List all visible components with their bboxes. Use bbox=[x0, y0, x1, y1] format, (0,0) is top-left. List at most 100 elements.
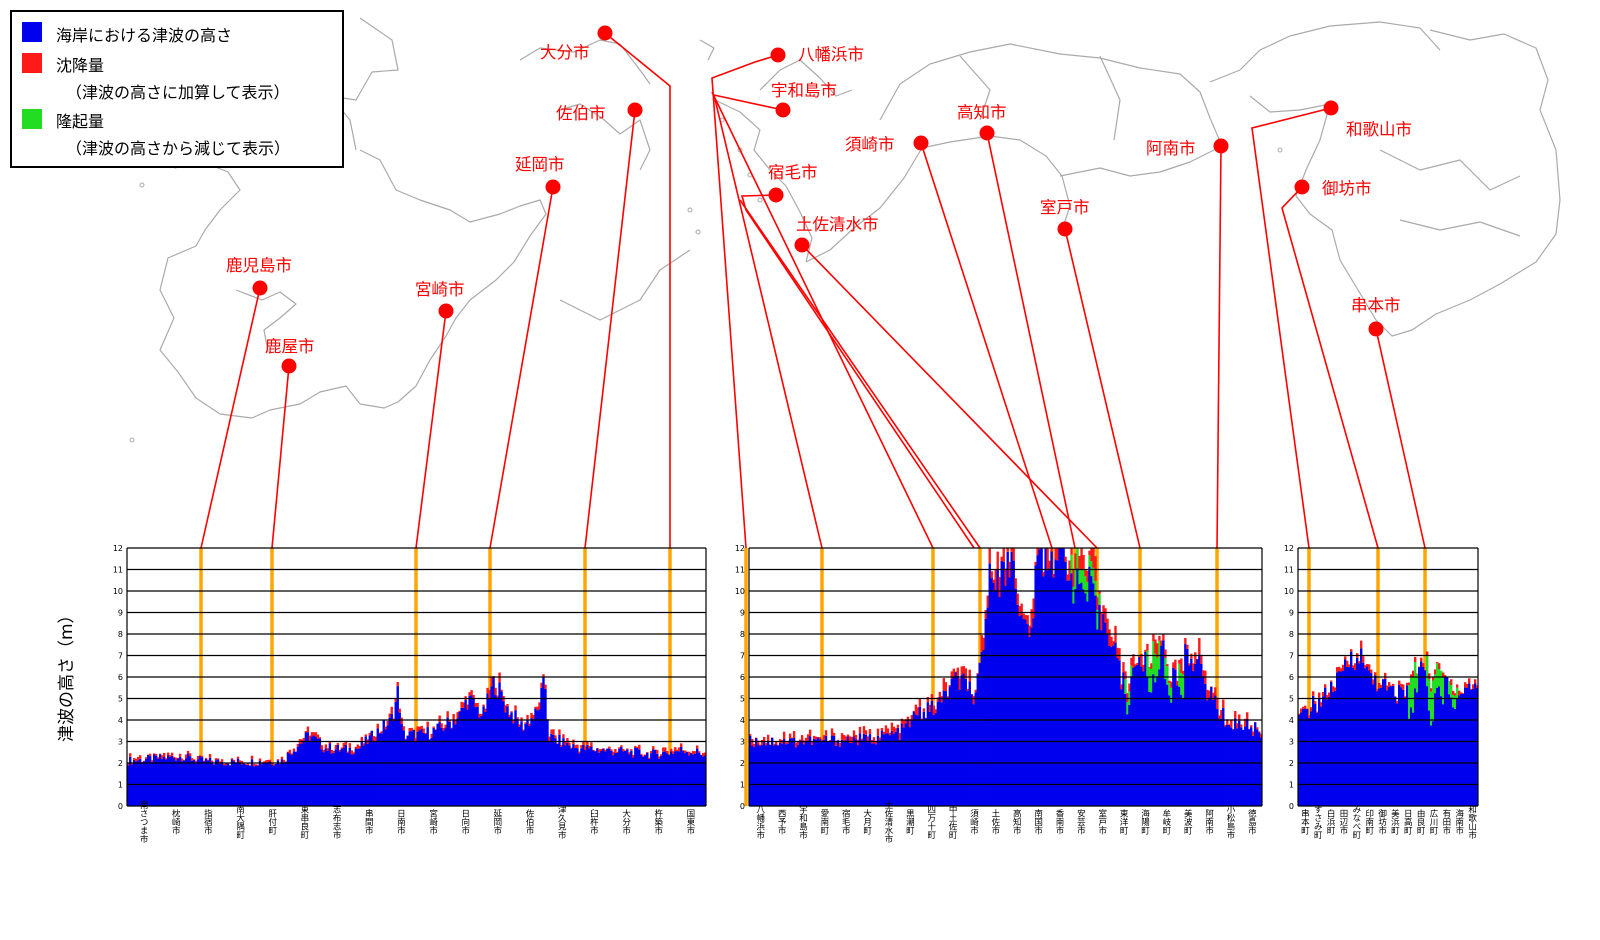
bar-subsidence bbox=[530, 712, 533, 719]
bar-subsidence bbox=[1400, 683, 1403, 688]
bar-subsidence bbox=[674, 747, 677, 752]
bar-height bbox=[644, 755, 647, 806]
municipality-label: 四万十町 bbox=[926, 805, 936, 839]
bar-subsidence bbox=[1228, 724, 1231, 726]
bar-subsidence bbox=[1456, 684, 1459, 688]
bar-uplift bbox=[1410, 677, 1413, 708]
bar-uplift bbox=[1156, 657, 1159, 678]
coastline-7 bbox=[519, 39, 651, 85]
legend-swatch-uplift bbox=[22, 109, 42, 129]
bar-height bbox=[1476, 687, 1479, 806]
bar-height bbox=[998, 596, 1001, 806]
bar-subsidence bbox=[1236, 723, 1239, 729]
bar-subsidence bbox=[1198, 637, 1201, 655]
bar-subsidence bbox=[442, 728, 445, 731]
bar-height bbox=[818, 739, 822, 806]
bar-subsidence bbox=[380, 731, 383, 734]
bar-height bbox=[1094, 595, 1097, 806]
bar-height bbox=[760, 744, 764, 806]
bar-subsidence bbox=[676, 749, 679, 752]
y-tick-label: 9 bbox=[118, 609, 123, 618]
bar-subsidence bbox=[792, 731, 796, 738]
municipality-label: 南さつま市 bbox=[138, 800, 148, 844]
bar-uplift bbox=[1432, 680, 1435, 722]
municipality-label: 肝付町 bbox=[267, 809, 277, 835]
bar-height bbox=[928, 712, 932, 806]
bar-subsidence bbox=[408, 728, 411, 732]
bar-subsidence bbox=[1342, 664, 1345, 671]
bar-height bbox=[1098, 604, 1101, 806]
bar-height bbox=[270, 764, 274, 806]
bar-height bbox=[624, 750, 627, 806]
bar-subsidence bbox=[360, 736, 363, 742]
bar-height bbox=[286, 752, 290, 806]
bar-height bbox=[1182, 698, 1185, 806]
bar-height bbox=[1422, 666, 1425, 806]
bar-uplift bbox=[1450, 685, 1453, 698]
bar-height bbox=[904, 723, 908, 806]
bar-subsidence bbox=[1074, 553, 1077, 569]
bar-height bbox=[1108, 646, 1111, 806]
y-tick-label: 2 bbox=[1289, 759, 1294, 768]
bar-subsidence bbox=[1024, 614, 1027, 620]
bar-height bbox=[412, 729, 415, 806]
bar-subsidence bbox=[346, 751, 350, 753]
bar-height bbox=[1064, 561, 1067, 806]
bar-height bbox=[882, 734, 886, 806]
bar-subsidence bbox=[296, 743, 300, 747]
bar-height bbox=[1332, 691, 1335, 806]
bar-subsidence bbox=[832, 732, 836, 736]
bar-height bbox=[704, 755, 707, 806]
bar-subsidence bbox=[880, 727, 884, 731]
bar-height bbox=[564, 745, 567, 806]
bar-height bbox=[1206, 700, 1209, 806]
bar-subsidence bbox=[1206, 689, 1209, 701]
bar-height bbox=[164, 759, 168, 806]
bar-subsidence bbox=[232, 759, 236, 762]
bar-subsidence bbox=[338, 749, 342, 752]
bar-subsidence bbox=[434, 729, 437, 731]
bar-height bbox=[696, 748, 699, 806]
bar-subsidence bbox=[1202, 670, 1205, 677]
bar-height bbox=[610, 750, 613, 806]
bar-subsidence bbox=[616, 751, 619, 753]
bar-height bbox=[310, 736, 314, 806]
bar-height bbox=[178, 756, 182, 806]
bar-height bbox=[840, 739, 844, 806]
bar-height bbox=[602, 748, 605, 806]
bar-subsidence bbox=[862, 726, 866, 734]
municipality-label: 日向市 bbox=[460, 809, 470, 835]
bar-subsidence bbox=[1350, 649, 1353, 652]
bar-subsidence bbox=[1464, 682, 1467, 688]
bar-subsidence bbox=[1406, 682, 1409, 686]
bar-subsidence bbox=[220, 759, 224, 762]
bar-height bbox=[1158, 669, 1161, 806]
bar-subsidence bbox=[1386, 685, 1389, 691]
bar-subsidence bbox=[390, 706, 393, 714]
bar-height bbox=[1176, 685, 1179, 806]
callout-line bbox=[1216, 145, 1222, 549]
coastline-map bbox=[109, 17, 1561, 443]
bar-subsidence bbox=[662, 747, 665, 752]
bar-height bbox=[670, 751, 673, 806]
bar-height bbox=[1320, 706, 1323, 806]
bar-height bbox=[1154, 682, 1157, 806]
bar-uplift bbox=[1080, 570, 1083, 583]
bar-height bbox=[932, 715, 936, 806]
bar-subsidence bbox=[1332, 686, 1335, 692]
city-label: 鹿屋市 bbox=[265, 337, 315, 356]
bar-subsidence bbox=[174, 757, 178, 761]
bar-height bbox=[762, 742, 766, 806]
bar-height bbox=[246, 764, 250, 806]
bar-height bbox=[368, 735, 371, 806]
bar-subsidence bbox=[1340, 668, 1343, 672]
bar-subsidence bbox=[1144, 649, 1147, 652]
bar-subsidence bbox=[1180, 658, 1183, 673]
bar-subsidence bbox=[990, 571, 993, 579]
y-tick-label: 12 bbox=[1284, 544, 1294, 553]
bar-subsidence bbox=[1054, 548, 1057, 560]
bar-subsidence bbox=[996, 551, 999, 570]
bar-subsidence bbox=[1256, 727, 1259, 730]
bar-height bbox=[894, 731, 898, 806]
